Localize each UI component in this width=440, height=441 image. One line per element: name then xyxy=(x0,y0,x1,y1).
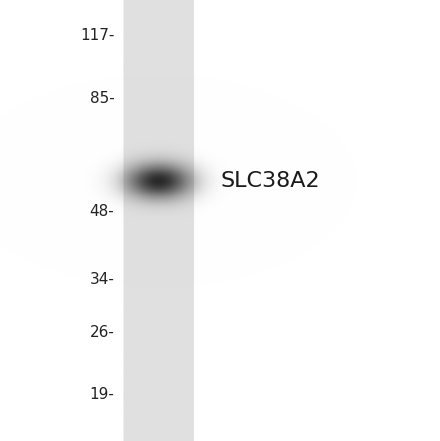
Text: 117-: 117- xyxy=(80,28,114,43)
Text: SLC38A2: SLC38A2 xyxy=(220,171,319,191)
Text: 48-: 48- xyxy=(90,204,114,219)
Text: 19-: 19- xyxy=(89,387,114,402)
Bar xyxy=(123,0,194,441)
Text: 26-: 26- xyxy=(89,325,114,340)
Text: 34-: 34- xyxy=(89,272,114,287)
Text: 85-: 85- xyxy=(90,91,114,106)
